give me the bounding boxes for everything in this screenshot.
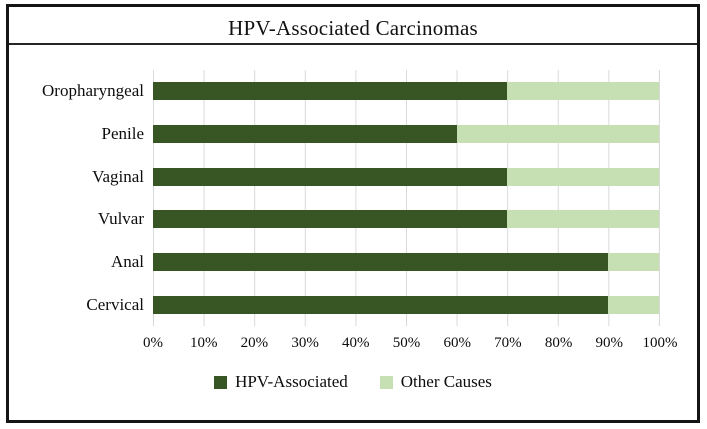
bar-segment-hpv-associated: [153, 167, 508, 186]
chart-row-vaginal: Vaginal: [92, 155, 659, 198]
x-tick-label: 50%: [392, 335, 421, 351]
bar-segment-other-causes: [507, 82, 659, 101]
chart-row-vulvar: Vulvar: [98, 198, 659, 241]
legend-swatch-icon: [379, 375, 393, 389]
chart-row-penile: Penile: [102, 113, 659, 156]
legend-item-hpv-associated: HPV-Associated: [214, 372, 348, 392]
bar-segment-other-causes: [507, 167, 659, 186]
x-tick-label: 40%: [342, 335, 370, 351]
legend-label: HPV-Associated: [235, 372, 348, 391]
plot-area: Oropharyngeal Penile Vaginal Vulvar Anal Cerv…: [42, 70, 660, 326]
bar-segment-other-causes: [608, 295, 659, 314]
bar-segment-hpv-associated: [153, 124, 457, 143]
legend-item-other-causes: Other Causes: [379, 372, 492, 392]
bar-segment-hpv-associated: [153, 82, 508, 101]
bar-segment-hpv-associated: [153, 210, 508, 229]
x-tick-label: 100%: [642, 335, 678, 351]
chart-figure: HPV-Associated Carcinomas Oropharyngeal P…: [6, 4, 700, 423]
bar-segment-hpv-associated: [153, 295, 609, 314]
stacked-bar-vaginal: [153, 167, 659, 186]
chart-row-oropharyngeal: Oropharyngeal: [42, 70, 659, 113]
chart-row-cervical: Cervical: [86, 283, 659, 326]
x-tick-label: 30%: [291, 335, 319, 351]
legend: HPV-Associated Other Causes: [9, 372, 697, 392]
x-tick-label: 60%: [443, 335, 471, 351]
x-tick-label: 10%: [189, 335, 218, 351]
stacked-bar-cervical: [153, 295, 659, 314]
x-tick-label: 70%: [494, 335, 522, 351]
category-label-anal: Anal: [110, 251, 144, 271]
x-tick-label: 90%: [595, 335, 624, 351]
bar-segment-other-causes: [456, 124, 659, 143]
x-axis: 0% 10% 20% 30% 40% 50% 60% 70% 80% 90% 100%: [143, 335, 678, 355]
stacked-bar-vulvar: [153, 210, 659, 229]
x-tick-label: 80%: [544, 335, 573, 351]
stacked-bar-anal: [153, 252, 659, 271]
category-label-oropharyngeal: Oropharyngeal: [42, 81, 144, 101]
bar-segment-hpv-associated: [153, 252, 609, 271]
x-tick-label: 0%: [143, 335, 163, 351]
x-tick-label: 20%: [240, 335, 269, 351]
category-label-vulvar: Vulvar: [97, 209, 144, 229]
legend-label: Other Causes: [400, 372, 492, 391]
chart-title: HPV-Associated Carcinomas: [9, 7, 697, 45]
legend-swatch-icon: [214, 375, 228, 389]
stacked-bar-penile: [153, 124, 659, 143]
chart-row-anal: Anal: [111, 241, 659, 284]
category-label-vaginal: Vaginal: [92, 166, 144, 186]
category-label-cervical: Cervical: [86, 294, 144, 314]
bar-segment-other-causes: [507, 210, 659, 229]
stacked-bar-oropharyngeal: [153, 82, 659, 101]
bar-segment-other-causes: [608, 252, 659, 271]
category-label-penile: Penile: [101, 123, 145, 143]
